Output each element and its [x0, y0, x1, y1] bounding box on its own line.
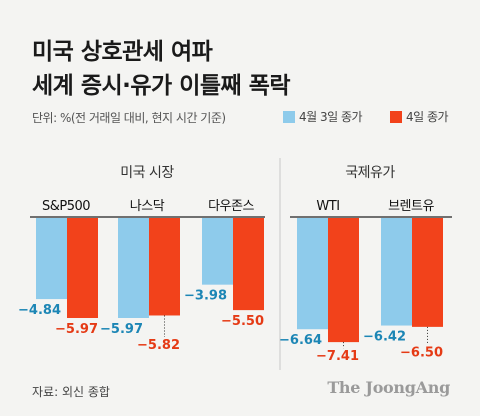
legend-swatch-apr4: [390, 110, 402, 123]
group-title-0: 미국 시장: [120, 165, 174, 181]
unit-note: 단위: %(전 거래일 대비, 현지 시간 기준): [32, 111, 226, 125]
group-title-1: 국제유가: [345, 165, 395, 181]
brand-logo: The JoongAng: [327, 378, 450, 397]
value-label-apr4-2: −5.50: [221, 314, 264, 329]
value-label-apr3-2: −3.98: [184, 289, 227, 304]
value-label-apr4-1: −5.82: [137, 338, 180, 353]
legend-item-apr4: 4일 종가: [390, 108, 449, 125]
legend-swatch-apr3: [283, 110, 295, 123]
value-label-apr3-1: −5.97: [100, 322, 143, 337]
bar-apr4-1: [149, 218, 180, 316]
legend-label-apr3: 4월 3일 종가: [299, 110, 363, 124]
category-label-1: 나스닥: [130, 199, 165, 214]
value-label-apr3-3: −6.64: [279, 333, 322, 348]
bar-apr3-0: [36, 218, 67, 300]
bar-apr3-3: [297, 218, 328, 330]
value-label-apr4-0: −5.97: [55, 322, 98, 337]
chart-title-line1: 미국 상호관세 여파: [32, 39, 213, 65]
category-label-3: WTI: [316, 199, 339, 214]
value-label-apr4-3: −7.41: [316, 349, 359, 364]
bar-apr3-1: [118, 218, 149, 318]
legend-item-apr3: 4월 3일 종가: [283, 108, 363, 125]
chart-title-line2: 세계 증시·유가 이틀째 폭락: [32, 73, 291, 99]
value-label-apr3-0: −4.84: [18, 303, 61, 318]
legend-label-apr4: 4일 종가: [406, 110, 449, 124]
category-label-2: 다우존스: [208, 199, 254, 214]
source-note: 자료: 외신 종합: [32, 385, 110, 399]
bar-apr4-4: [412, 218, 443, 327]
value-label-apr4-4: −6.50: [400, 346, 443, 361]
value-label-apr3-4: −6.42: [363, 330, 406, 345]
bar-apr3-2: [202, 218, 233, 285]
bar-apr4-3: [328, 218, 359, 343]
category-label-4: 브렌트유: [388, 199, 434, 214]
bar-apr4-2: [233, 218, 264, 311]
bar-apr4-0: [67, 218, 98, 318]
bar-apr3-4: [381, 218, 412, 326]
category-label-0: S&P500: [42, 199, 90, 214]
